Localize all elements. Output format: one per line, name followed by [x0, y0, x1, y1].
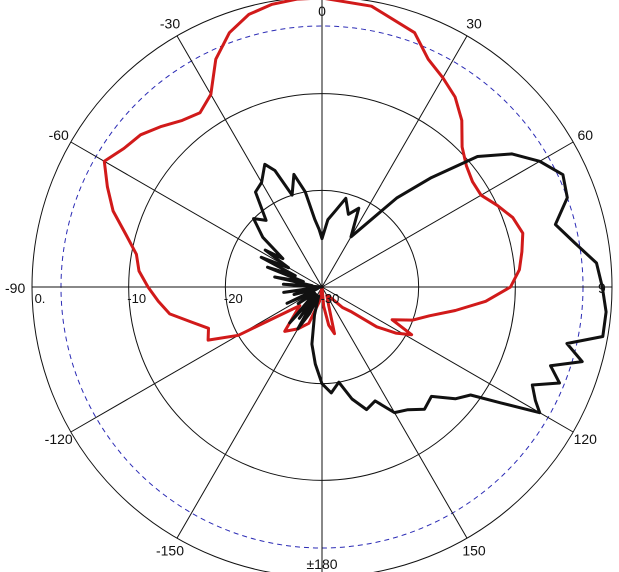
series-line-2: [252, 152, 608, 415]
angle-tick-label: -150: [156, 542, 184, 558]
angle-tick-label: 120: [574, 431, 598, 447]
angle-tick-label: 9: [598, 280, 606, 296]
polar-grid: [31, 0, 613, 572]
angle-tick-label: 150: [462, 542, 486, 558]
grid-spoke: [70, 286, 323, 433]
angle-tick-label: 30: [466, 16, 482, 32]
tick-labels: 0 30 60 9 120 150 ±180 -150 -120 -90 -60 -30 -30 -20 -…: [5, 3, 606, 572]
angle-tick-label: -90: [5, 280, 25, 296]
angle-tick-label: -60: [49, 127, 69, 143]
radial-tick-label: -30: [321, 291, 340, 306]
angle-tick-label: -30: [160, 16, 180, 32]
radial-tick-label: -10: [127, 291, 146, 306]
series-group: [102, 0, 608, 415]
grid-spoke: [176, 35, 323, 288]
series-line-1: [102, 0, 525, 342]
radial-tick-label: 0.: [35, 291, 46, 306]
grid-spoke: [321, 35, 468, 288]
angle-tick-label: 60: [578, 127, 594, 143]
angle-tick-label: ±180: [306, 556, 337, 572]
grid-spoke: [321, 141, 574, 288]
grid-spoke: [321, 286, 574, 433]
radial-tick-label: -20: [224, 291, 243, 306]
angle-tick-label: -120: [45, 431, 73, 447]
angle-tick-label: 0: [318, 3, 326, 19]
